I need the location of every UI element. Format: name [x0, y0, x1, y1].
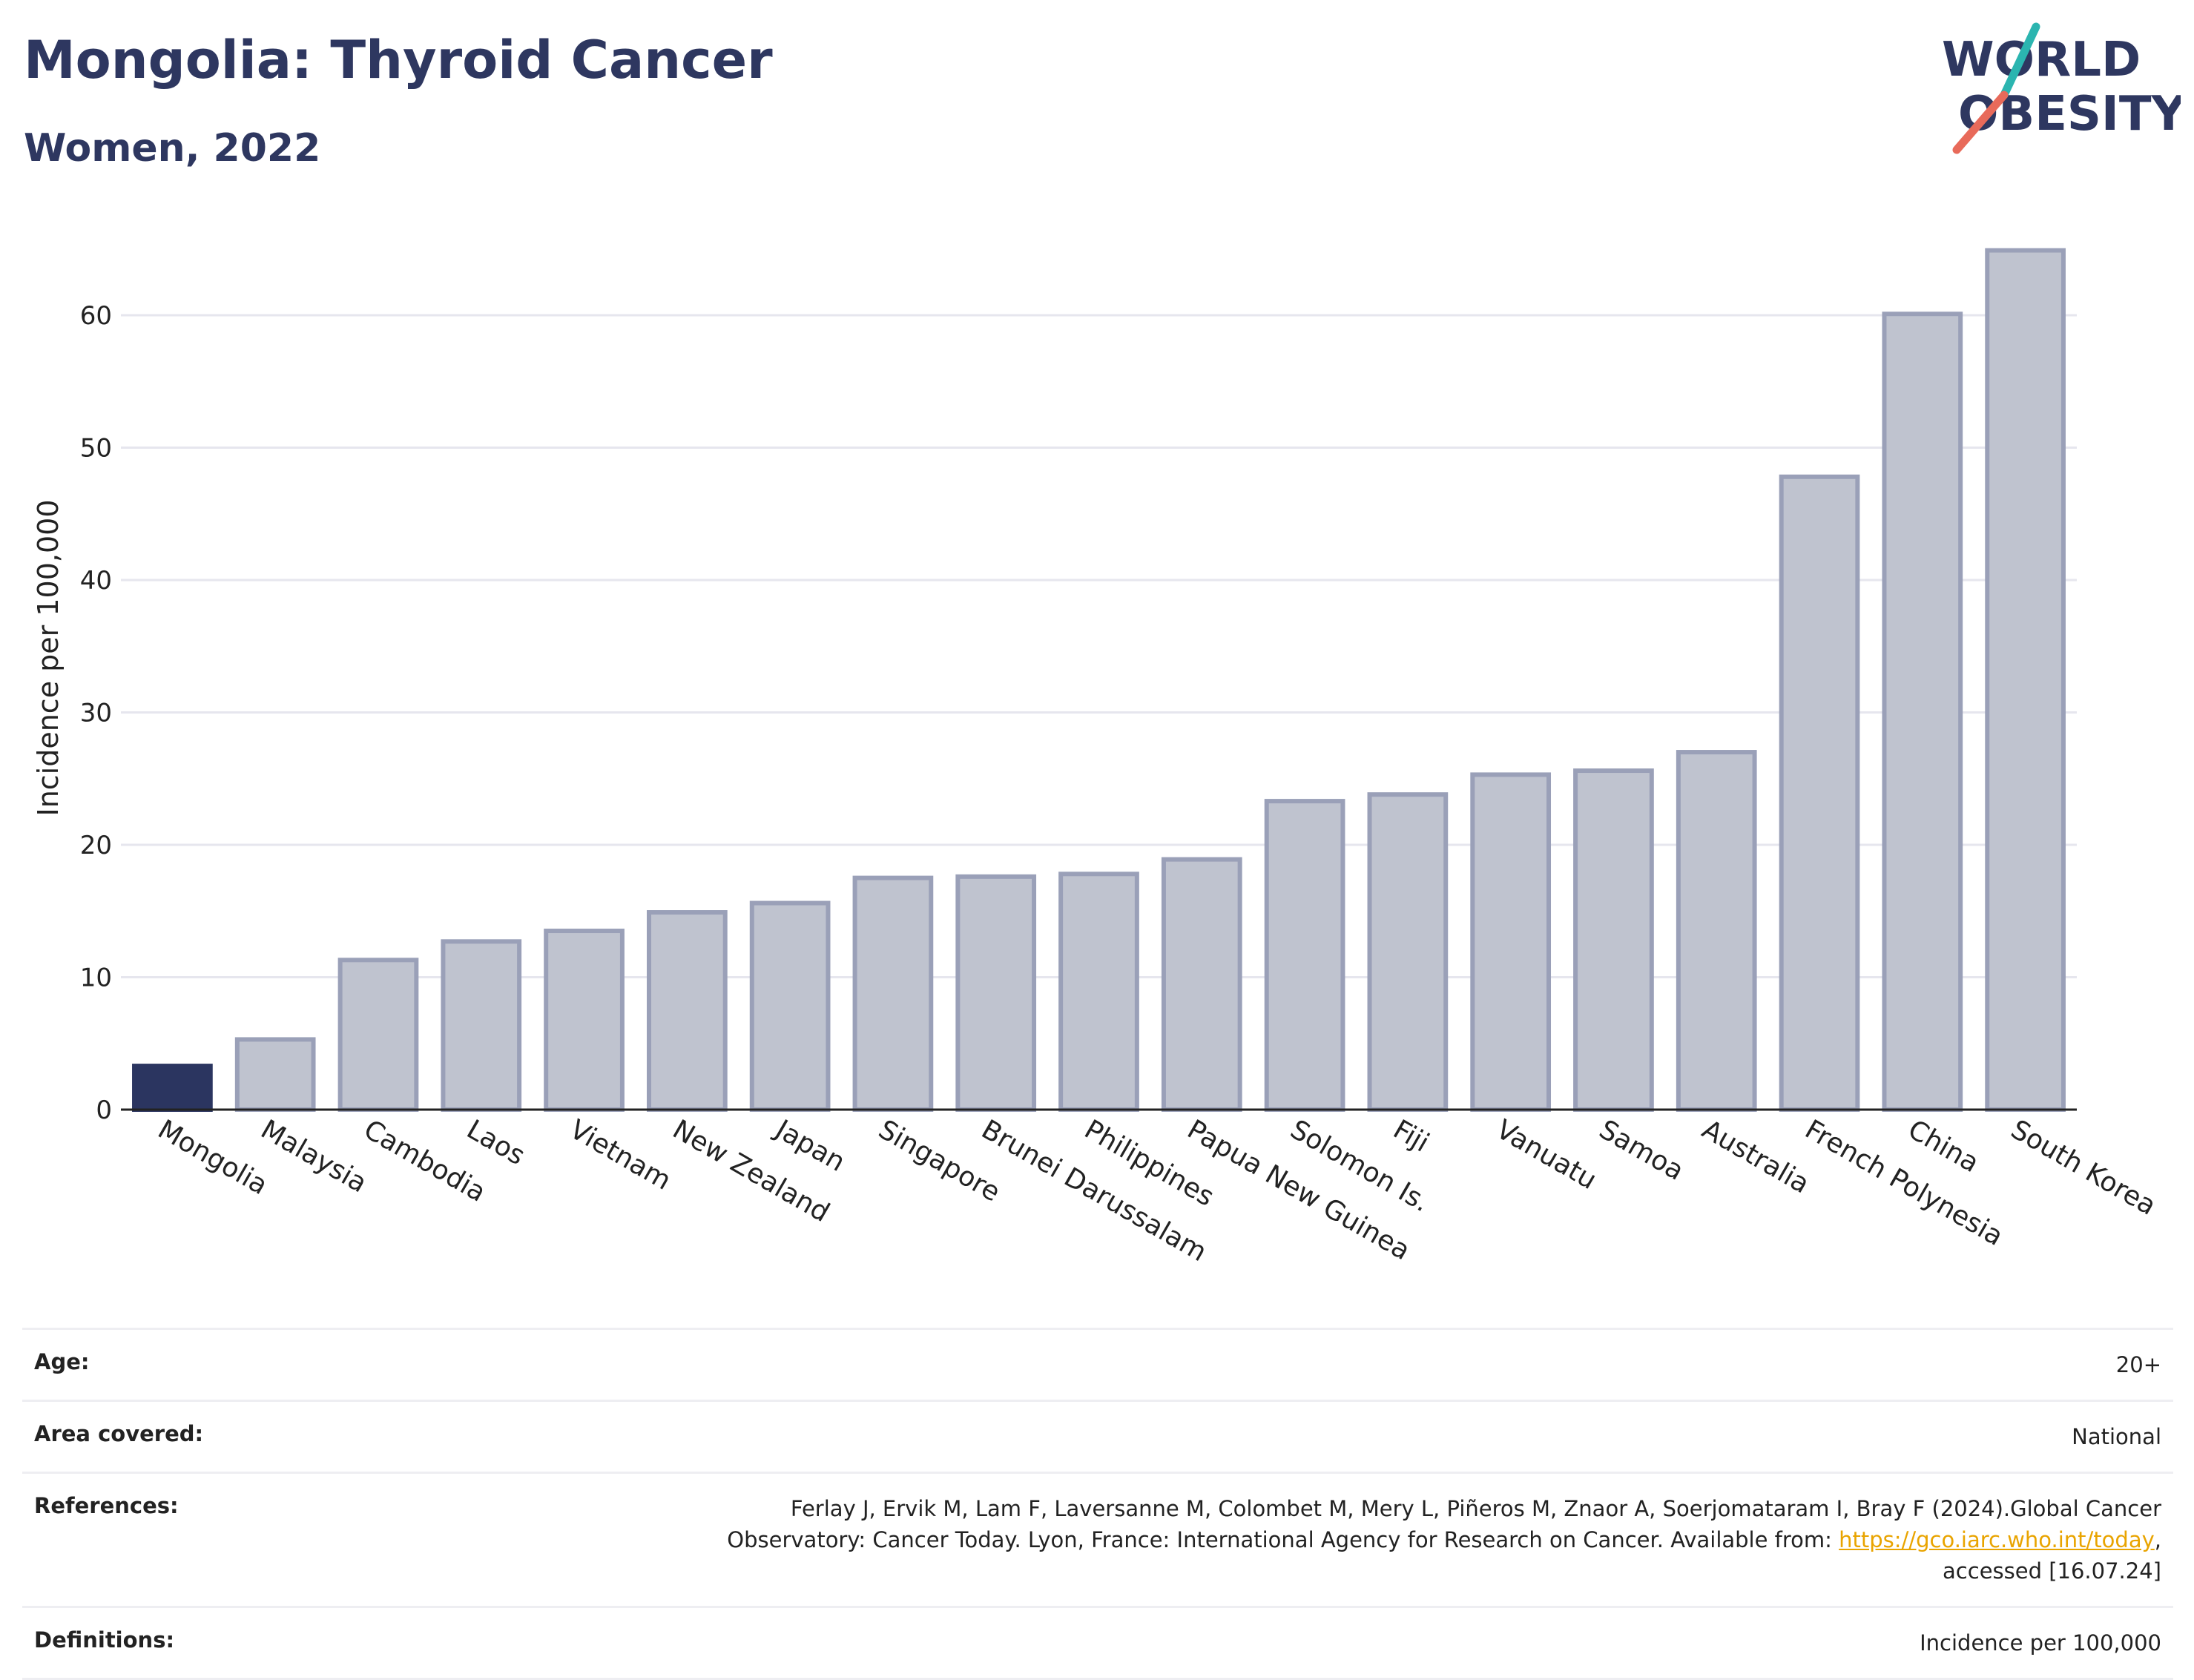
- bar-laos: [441, 939, 522, 1113]
- references-link[interactable]: https://gco.iarc.who.int/today: [1839, 1527, 2155, 1553]
- meta-row-definitions: Definitions: Incidence per 100,000: [22, 1606, 2173, 1680]
- x-tick-label: Japan: [769, 1113, 850, 1178]
- x-tick-label: Mongolia: [153, 1114, 273, 1201]
- chart-subtitle: Women, 2022: [24, 126, 321, 171]
- logo-slash-teal: [2000, 22, 2040, 99]
- area-value: National: [2072, 1424, 2161, 1450]
- bar-brunei-darussalam: [955, 874, 1037, 1112]
- chart-title: Mongolia: Thyroid Cancer: [24, 30, 773, 90]
- x-tick-label: China: [1903, 1114, 1984, 1179]
- references-line-3: accessed [16.07.24]: [1943, 1558, 2161, 1584]
- x-tick-label: Australia: [1697, 1114, 1814, 1199]
- bar-china: [1882, 312, 1963, 1113]
- y-tick-label: 30: [80, 699, 112, 728]
- bar-mongolia: [132, 1064, 213, 1112]
- bar-vanuatu: [1470, 772, 1552, 1113]
- bar-philippines: [1058, 872, 1139, 1113]
- age-value: 20+: [2115, 1352, 2161, 1377]
- x-tick-label: Fiji: [1388, 1114, 1434, 1159]
- bar-papua-new-guinea: [1161, 857, 1242, 1112]
- definitions-value: Incidence per 100,000: [1920, 1630, 2161, 1656]
- bar-french-polynesia: [1779, 474, 1860, 1112]
- bar-solomon-is: [1264, 799, 1345, 1112]
- bar-south-korea: [1985, 248, 2066, 1112]
- bar-malaysia: [234, 1037, 316, 1113]
- meta-row-references: References: Ferlay J, Ervik M, Lam F, La…: [22, 1472, 2173, 1606]
- bar-new-zealand: [646, 910, 728, 1113]
- references-line-2-prefix: Observatory: Cancer Today. Lyon, France:…: [727, 1527, 1839, 1553]
- definitions-label: Definitions:: [34, 1627, 175, 1653]
- bar-australia: [1676, 750, 1757, 1112]
- logo-slash-coral: [1952, 90, 2009, 154]
- y-tick-label: 40: [80, 566, 112, 596]
- metadata-table: Age: 20+ Area covered: National Referenc…: [22, 1328, 2173, 1680]
- bars: [132, 248, 2066, 1113]
- logo-text-obesity: OBESITY: [1958, 87, 2181, 142]
- references-line-2-suffix: ,: [2154, 1527, 2161, 1553]
- world-obesity-logo: WORLD OBESITY: [1942, 22, 2181, 154]
- logo-text-world: WORLD: [1942, 33, 2141, 88]
- x-tick-label: Malaysia: [256, 1114, 372, 1199]
- x-tick-label: Samoa: [1594, 1114, 1689, 1187]
- meta-row-area: Area covered: National: [22, 1400, 2173, 1472]
- bar-singapore: [852, 875, 934, 1112]
- bar-vietnam: [544, 929, 625, 1113]
- x-tick-label: Vanuatu: [1491, 1114, 1601, 1196]
- y-tick-label: 20: [80, 831, 112, 860]
- bar-samoa: [1573, 768, 1654, 1113]
- x-tick-label: Vietnam: [564, 1114, 676, 1196]
- y-tick-label: 50: [80, 434, 112, 464]
- references-value: Ferlay J, Ervik M, Lam F, Laversanne M, …: [727, 1493, 2161, 1587]
- y-tick-label: 0: [96, 1096, 112, 1125]
- y-tick-label: 60: [80, 301, 112, 331]
- x-tick-label: French Polynesia: [1800, 1114, 2009, 1252]
- y-tick-labels: 0 10 20 30 40 50 60: [80, 301, 112, 1125]
- meta-row-age: Age: 20+: [22, 1328, 2173, 1400]
- x-tick-label: South Korea: [2006, 1114, 2161, 1222]
- references-label: References:: [34, 1493, 179, 1519]
- y-tick-label: 10: [80, 963, 112, 993]
- references-line-1: Ferlay J, Ervik M, Lam F, Laversanne M, …: [790, 1496, 2161, 1522]
- x-tick-label: Laos: [461, 1114, 530, 1171]
- bar-cambodia: [337, 958, 419, 1113]
- bar-japan: [749, 900, 831, 1113]
- age-label: Age:: [34, 1349, 90, 1374]
- y-axis-title: Incidence per 100,000: [32, 499, 65, 816]
- area-label: Area covered:: [34, 1421, 204, 1447]
- bar-fiji: [1367, 792, 1449, 1113]
